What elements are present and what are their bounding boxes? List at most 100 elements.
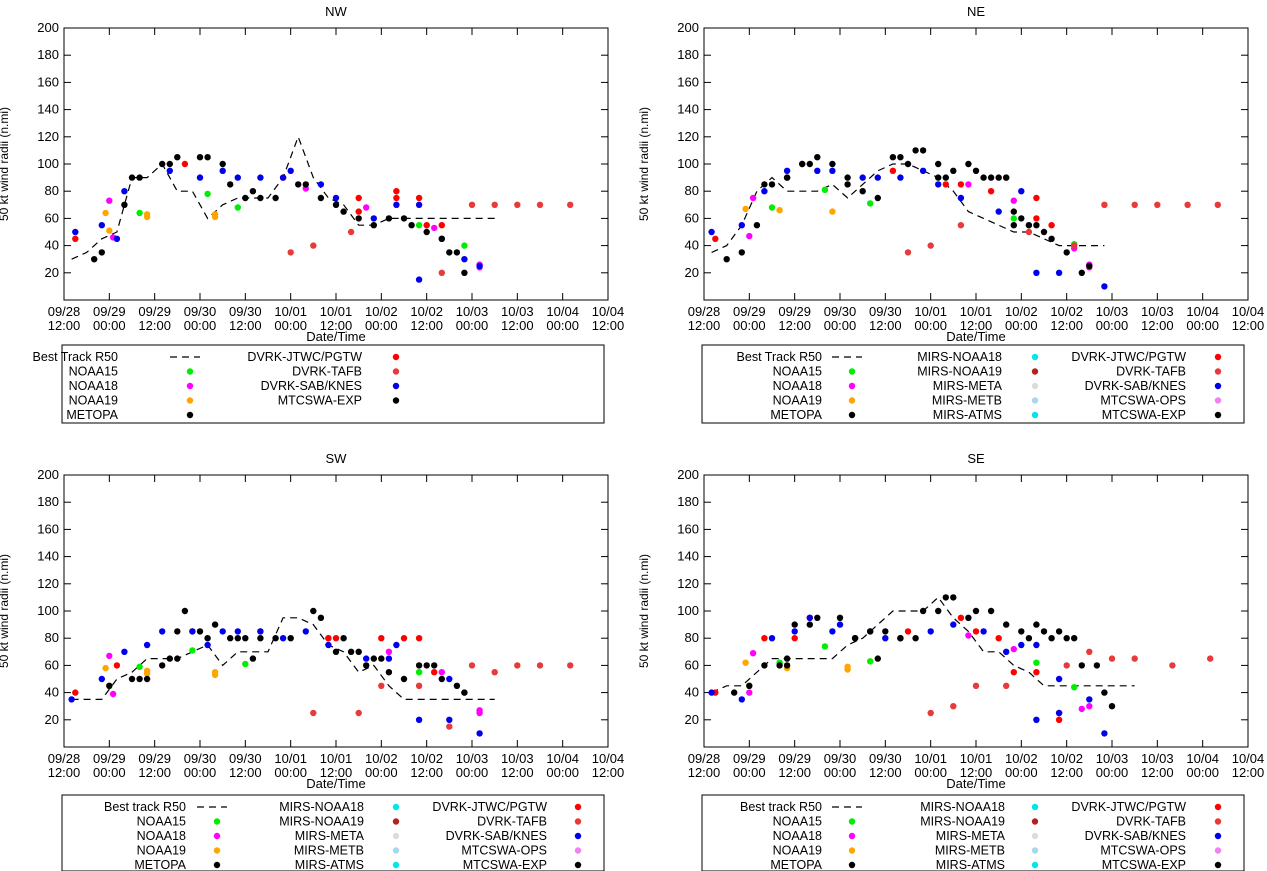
data-point-mtcswa-exp xyxy=(972,167,980,174)
data-point-dvrk-sab-knes xyxy=(68,696,75,703)
data-point-dvrk-sab-knes xyxy=(1055,709,1063,717)
legend-marker xyxy=(392,368,400,375)
data-point-dvrk-sab-knes xyxy=(385,655,393,662)
x-tick-label-date: 10/02 xyxy=(1005,751,1038,766)
data-point-dvrk-sab-knes xyxy=(393,641,400,649)
x-tick-label-date: 09/28 xyxy=(688,751,721,766)
data-point-dvrk-tafb xyxy=(1003,682,1010,689)
x-tick-label-date: 10/03 xyxy=(1141,304,1174,319)
data-point-dvrk-tafb xyxy=(1086,648,1093,655)
y-tick-label: 200 xyxy=(37,20,59,35)
legend-label: MTCSWA-EXP xyxy=(1102,408,1186,422)
data-point-dvrk-sab-knes xyxy=(219,628,226,635)
data-point-mtcswa-exp xyxy=(106,682,113,689)
legend-marker xyxy=(848,832,856,840)
x-tick-label-date: 10/04 xyxy=(546,304,579,319)
data-point-dvrk-sab-knes xyxy=(995,208,1002,215)
x-tick-label-time: 00:00 xyxy=(184,765,217,780)
y-tick-label: 60 xyxy=(45,210,59,225)
data-point-mtcswa-exp xyxy=(950,167,957,174)
y-tick-label: 200 xyxy=(677,20,699,35)
data-point-mtcswa-exp xyxy=(378,655,385,662)
data-point-mtcswa-exp xyxy=(196,628,204,635)
data-point-dvrk-sab-knes xyxy=(738,222,745,229)
x-tick-label-time: 12:00 xyxy=(688,765,721,780)
x-axis-label: Date/Time xyxy=(306,329,365,344)
x-tick-label-date: 10/01 xyxy=(320,304,353,319)
data-point-dvrk-jtwc-pgtw xyxy=(1033,215,1040,222)
data-point-mtcswa-exp xyxy=(950,594,957,601)
data-point-noaa19 xyxy=(829,208,836,215)
data-point-mtcswa-exp xyxy=(1025,222,1033,229)
best-track-line xyxy=(71,135,495,260)
y-tick-label: 200 xyxy=(677,467,699,482)
x-tick-label-date: 10/03 xyxy=(501,304,534,319)
data-point-dvrk-sab-knes xyxy=(783,167,791,174)
data-point-noaa18 xyxy=(1010,197,1017,204)
chart-title: SW xyxy=(326,451,348,466)
legend-box xyxy=(701,344,1245,424)
y-tick-label: 100 xyxy=(677,156,699,171)
legend-label: NOAA18 xyxy=(773,379,822,393)
data-point-mtcswa-exp xyxy=(295,181,302,188)
data-point-dvrk-tafb xyxy=(1169,662,1176,669)
x-tick-label-date: 09/29 xyxy=(733,304,766,319)
data-point-mtcswa-exp xyxy=(783,662,791,669)
legend-marker xyxy=(848,411,856,419)
data-point-mtcswa-exp xyxy=(302,181,309,188)
legend-marker xyxy=(848,847,856,854)
legend-marker xyxy=(392,861,400,869)
legend-marker xyxy=(186,382,194,390)
y-axis-label: 50 kt wind radii (n.mi) xyxy=(637,107,651,221)
x-tick-label-date: 09/29 xyxy=(93,751,126,766)
x-tick-label-date: 09/29 xyxy=(778,751,811,766)
data-point-noaa19 xyxy=(102,664,109,672)
data-point-noaa15 xyxy=(204,190,211,198)
legend-label: DVRK-SAB/KNES xyxy=(1085,829,1186,843)
x-tick-label-time: 00:00 xyxy=(456,318,489,333)
data-point-noaa19 xyxy=(102,209,109,217)
x-tick-label-time: 12:00 xyxy=(138,318,171,333)
data-point-dvrk-sab-knes xyxy=(1018,188,1025,195)
data-point-dvrk-sab-knes xyxy=(189,628,196,635)
x-tick-label-time: 12:00 xyxy=(1232,318,1265,333)
data-point-mtcswa-exp xyxy=(1078,269,1086,276)
data-point-dvrk-tafb xyxy=(1131,655,1138,662)
data-point-noaa19 xyxy=(742,659,749,666)
data-point-dvrk-sab-knes xyxy=(1055,269,1063,276)
data-point-mtcswa-exp xyxy=(874,194,881,202)
data-point-dvrk-jtwc-pgtw xyxy=(415,194,423,202)
legend-marker xyxy=(392,847,400,854)
data-point-dvrk-sab-knes xyxy=(874,174,881,181)
data-point-noaa18 xyxy=(965,181,972,188)
x-tick-label-time: 12:00 xyxy=(501,318,534,333)
legend-label: DVRK-SAB/KNES xyxy=(446,829,547,843)
data-point-mtcswa-exp xyxy=(347,648,355,655)
legend-marker xyxy=(848,861,856,869)
x-tick-label-time: 12:00 xyxy=(688,318,721,333)
data-point-mtcswa-exp xyxy=(257,194,264,202)
data-point-dvrk-tafb xyxy=(1108,655,1116,662)
x-tick-label-date: 09/29 xyxy=(138,304,171,319)
data-point-dvrk-tafb xyxy=(950,703,957,710)
legend-label: NOAA18 xyxy=(69,379,118,393)
data-point-dvrk-sab-knes xyxy=(882,635,889,642)
data-point-metopa xyxy=(174,628,181,635)
series-noaa19 xyxy=(102,664,219,689)
data-point-metopa xyxy=(844,181,851,188)
legend-marker xyxy=(1031,818,1039,825)
data-point-dvrk-tafb xyxy=(1025,228,1033,236)
data-point-mtcswa-exp xyxy=(723,256,730,263)
data-point-dvrk-jtwc-pgtw xyxy=(378,635,385,642)
data-point-mtcswa-exp xyxy=(272,635,279,642)
data-point-mtcswa-exp xyxy=(385,215,393,222)
data-point-mtcswa-exp xyxy=(159,662,166,669)
y-tick-label: 80 xyxy=(45,630,59,645)
data-point-mtcswa-exp xyxy=(904,160,912,168)
data-point-dvrk-tafb xyxy=(1101,201,1108,208)
x-axis-label: Date/Time xyxy=(306,776,365,791)
series-metopa xyxy=(761,174,1017,229)
data-point-dvrk-sab-knes xyxy=(302,628,309,635)
legend-marker xyxy=(392,397,400,404)
data-point-dvrk-tafb xyxy=(567,662,574,669)
